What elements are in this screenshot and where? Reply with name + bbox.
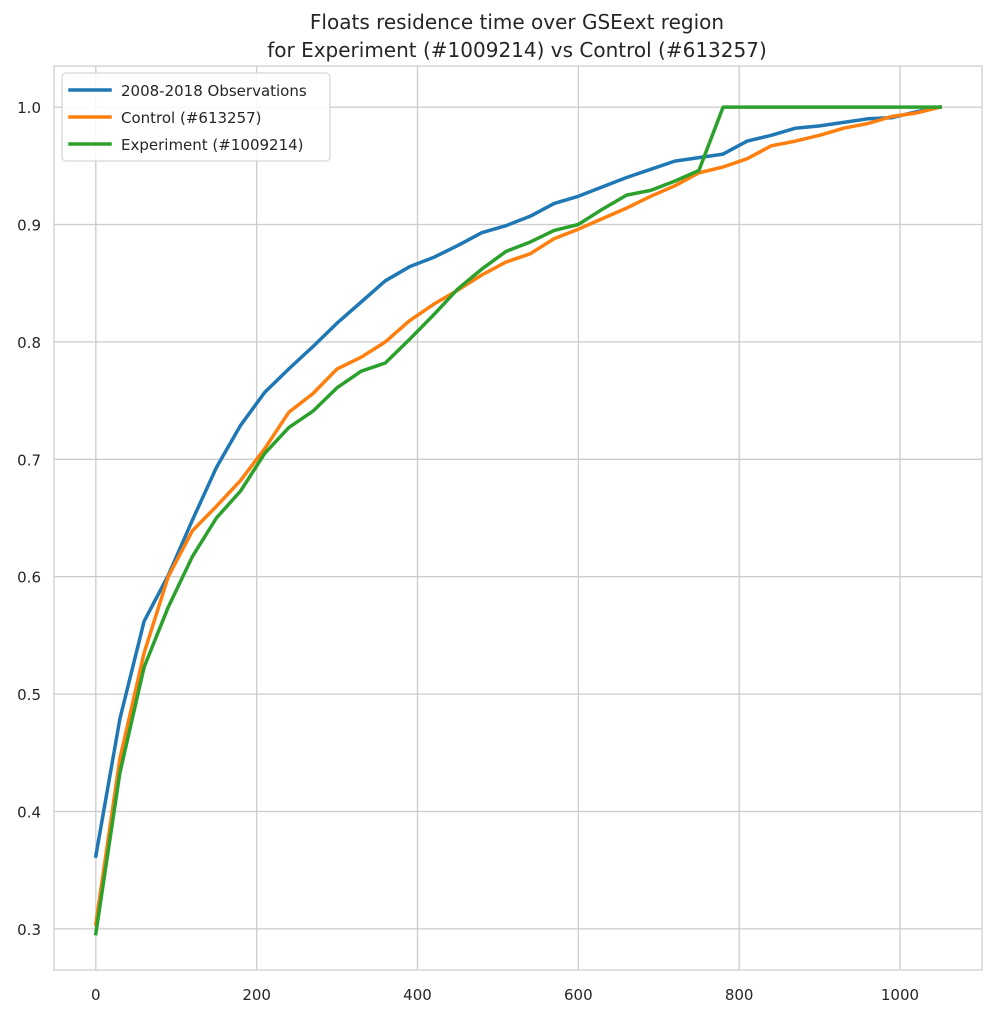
y-tick-label: 1.0 (17, 99, 41, 117)
y-tick-label: 0.7 (17, 451, 41, 469)
grid (54, 66, 982, 970)
plot-area-frame (53, 65, 983, 971)
x-tick-label: 600 (564, 986, 593, 1004)
legend-label-experiment: Experiment (#1009214) (121, 136, 304, 154)
x-tick-label: 0 (91, 986, 101, 1004)
x-tick-label: 400 (403, 986, 432, 1004)
legend-label-observations: 2008-2018 Observations (121, 82, 307, 100)
x-tick-label: 1000 (881, 986, 919, 1004)
y-tick-label: 0.3 (17, 921, 41, 939)
chart-title: Floats residence time over GSEext region (310, 10, 724, 34)
y-tick-label: 0.8 (17, 334, 41, 352)
y-tick-label: 0.5 (17, 686, 41, 704)
series-line-experiment (93, 105, 942, 936)
legend-label-control: Control (#613257) (121, 109, 262, 127)
y-tick-label: 0.6 (17, 569, 41, 587)
y-tick-label: 0.4 (17, 804, 41, 822)
y-axis-ticks: 0.3 0.4 0.5 0.6 0.7 0.8 0.9 1.0 (17, 99, 41, 939)
legend: 2008-2018 Observations Control (#613257)… (61, 72, 331, 162)
chart-subtitle: for Experiment (#1009214) vs Control (#6… (267, 38, 767, 62)
x-tick-label: 800 (725, 986, 754, 1004)
x-axis-ticks: 0 200 400 600 800 1000 (91, 986, 919, 1004)
x-tick-label: 200 (242, 986, 271, 1004)
series-lines (93, 104, 943, 936)
series-line-control (93, 104, 943, 927)
y-tick-label: 0.9 (17, 216, 41, 234)
series-line-observations (93, 105, 943, 859)
legend-box (61, 72, 331, 162)
